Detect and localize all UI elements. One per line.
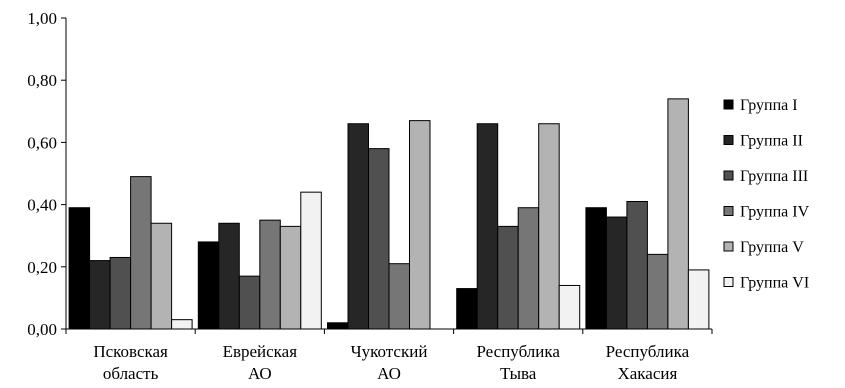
bar [585,207,607,330]
bar [517,207,540,330]
bar [218,222,240,330]
x-tick-label: область [103,364,159,383]
bar [558,284,581,330]
legend-label: Группа V [740,239,804,256]
bar [279,225,302,330]
bar [497,225,519,330]
legend-label: Группа II [740,133,803,150]
bar [171,319,193,330]
bar [327,322,349,330]
bar [130,176,152,330]
legend-swatch [723,241,734,252]
bar [388,263,410,330]
bar [667,98,689,330]
bar [626,200,648,330]
legend-label: Группа IV [740,204,810,221]
x-tick-label: Хакасия [617,364,677,383]
bar [646,253,669,330]
legend-swatch [723,277,734,287]
x-tick-label: Еврейская [223,342,298,361]
legend-label: Группа III [740,168,808,185]
bar [456,288,478,330]
bar [109,256,132,330]
y-tick-label: 0,00 [27,320,57,339]
y-tick-label: 1,00 [27,9,57,28]
bar [687,269,710,330]
bar [368,148,390,330]
y-tick-label: 0,60 [27,133,57,152]
y-tick-label: 0,80 [27,71,57,90]
x-tick-label: Чукотский [351,342,428,361]
legend-swatch [723,135,734,145]
legend-label: Группа VI [740,275,809,292]
bar [259,219,281,330]
bar [347,123,369,330]
bar [197,241,220,330]
bar [89,260,111,330]
bar [476,123,499,330]
x-tick-label: Республика [476,342,560,361]
bar [538,123,560,330]
x-tick-label: Псковская [93,342,168,361]
bar [238,275,261,330]
bar [409,120,431,330]
x-tick-label: Тыва [500,364,537,383]
x-tick-label: АО [377,364,401,383]
bars [68,98,710,330]
bar [300,191,322,330]
legend-swatch [723,206,734,216]
y-tick-label: 0,40 [27,196,57,215]
bar [605,216,628,330]
legend-swatch [723,170,734,181]
x-axis: Псковская область Еврейская АО Чукотский АО Ре… [65,328,713,383]
bar [150,222,173,330]
legend-swatch [723,99,734,110]
legend: Группа I Группа II Группа III Группа IV Груп… [723,97,810,292]
legend-label: Группа I [740,97,798,114]
x-tick-label: Республика [606,342,690,361]
bar [68,207,91,330]
y-axis: 0,00 0,20 0,40 0,60 0,80 1,00 [27,9,67,339]
x-tick-label: АО [248,364,272,383]
y-tick-label: 0,20 [27,258,57,277]
